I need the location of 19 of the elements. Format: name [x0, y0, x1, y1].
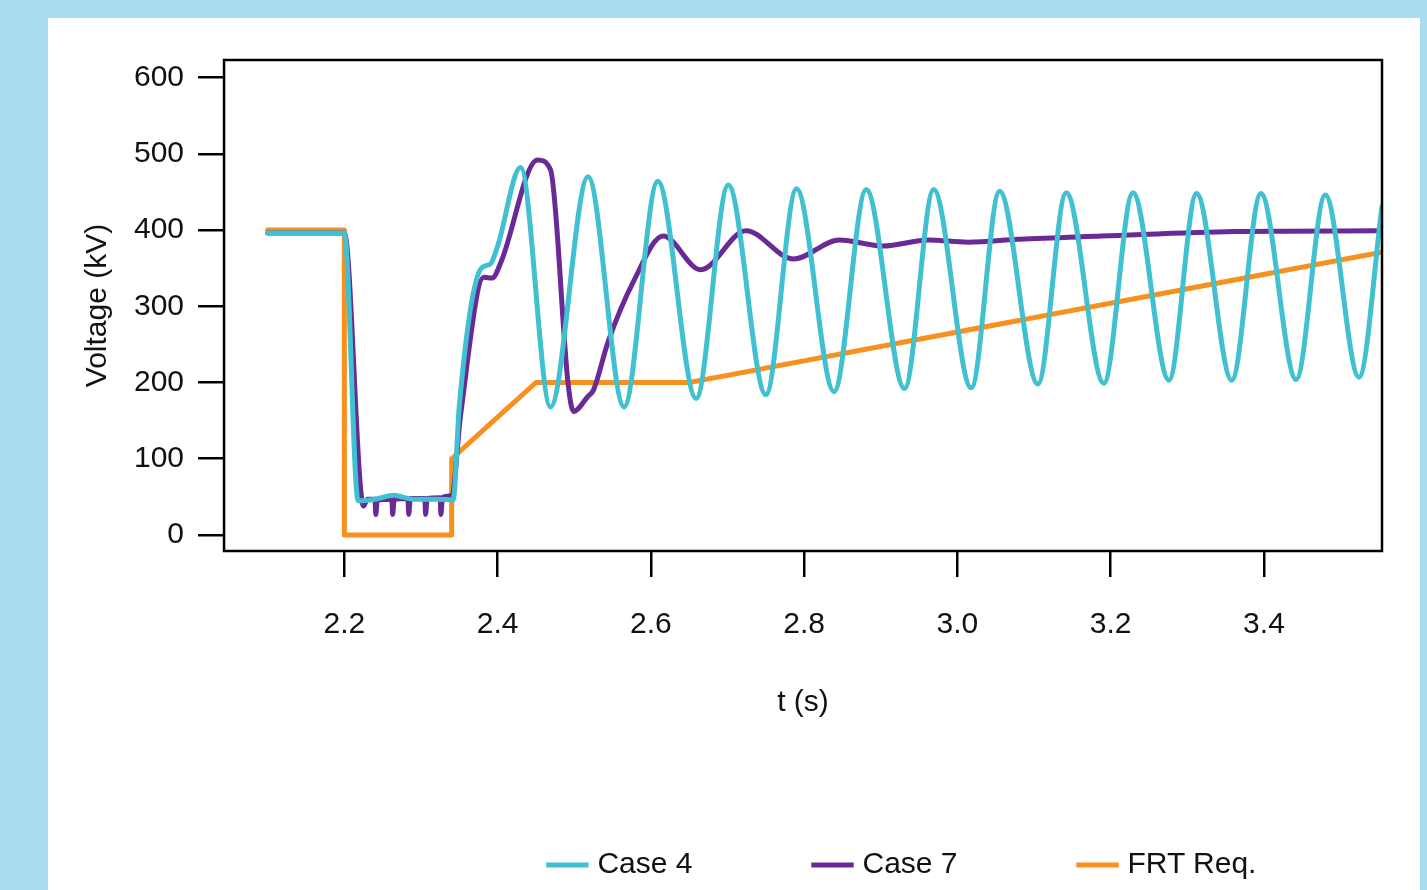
x-tick-label: 3.0	[936, 606, 979, 640]
y-tick-label: 600	[133, 58, 185, 92]
legend-label: Case 7	[862, 846, 958, 880]
y-tick-label: 400	[133, 211, 185, 245]
legend-label: FRT Req.	[1127, 846, 1257, 880]
y-tick-label: 200	[133, 363, 185, 397]
x-axis-title: t (s)	[777, 684, 829, 718]
y-tick-label: 100	[133, 440, 185, 474]
y-tick-label: 500	[133, 135, 185, 169]
x-tick-label: 2.2	[323, 606, 366, 640]
y-tick-label: 0	[167, 516, 185, 550]
x-tick-label: 2.8	[783, 606, 826, 640]
x-tick-label: 3.4	[1243, 606, 1285, 640]
y-tick-label: 300	[133, 287, 185, 321]
y-axis-title: Voltage (kV)	[79, 223, 113, 388]
legend-label: Case 4	[597, 846, 693, 880]
x-tick-label: 2.4	[476, 606, 519, 640]
x-tick-label: 2.6	[630, 606, 672, 640]
x-tick-label: 3.2	[1089, 606, 1132, 640]
